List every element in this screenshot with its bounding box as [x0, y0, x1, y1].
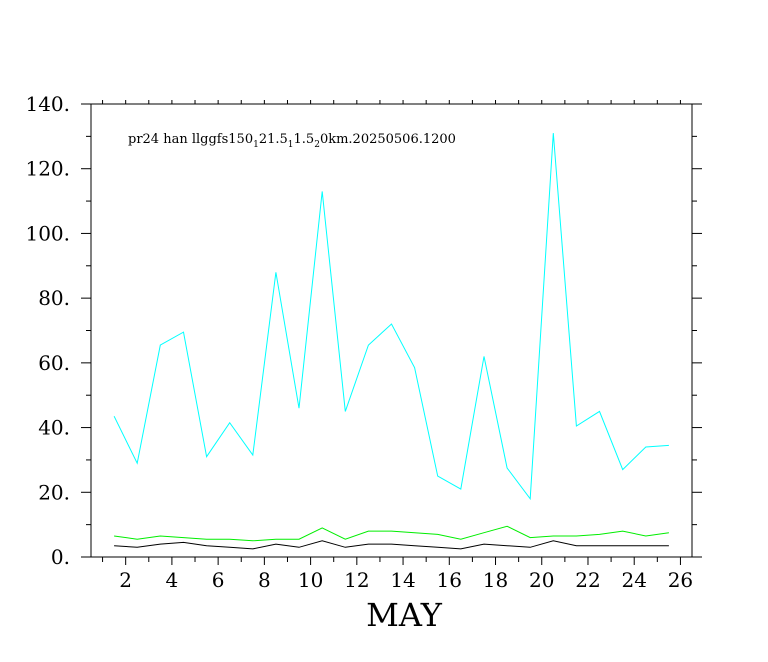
series-line-1 — [113, 133, 669, 501]
y-tick-label: 60. — [38, 351, 70, 375]
x-tick-label: 14 — [390, 568, 415, 592]
title-part: 1 — [253, 140, 259, 150]
x-tick-label: 16 — [437, 568, 462, 592]
y-tick-label: 0. — [51, 545, 70, 569]
x-tick-labels: 2 4 6 8 10 12 14 16 18 20 22 24 26 — [119, 568, 693, 592]
y-tick-label: 80. — [38, 286, 70, 310]
x-tick-label: 26 — [668, 568, 693, 592]
title-part: 0km.20250506.1200 — [320, 132, 456, 147]
y-tick-label: 120. — [25, 157, 70, 181]
x-tick-label: 24 — [621, 568, 646, 592]
series-line-3 — [114, 540, 669, 550]
series-lines — [113, 133, 669, 550]
x-tick-label: 18 — [483, 568, 508, 592]
y-tick-label: 100. — [25, 221, 70, 245]
y-tick-labels: 0. 20. 40. 60. 80. 100. 120. 140. — [25, 92, 70, 569]
title-part: 21.5 — [259, 132, 288, 147]
x-tick-label: 12 — [344, 568, 369, 592]
x-axis-label: MAY — [366, 596, 443, 634]
x-tick-label: 2 — [119, 568, 132, 592]
title-part: pr24 han llggfs150 — [128, 132, 253, 147]
x-tick-label: 22 — [575, 568, 600, 592]
chart-title: pr24 han llggfs150121.511.520km.20250506… — [128, 132, 456, 150]
title-part: 1.5 — [294, 132, 315, 147]
y-tick-label: 40. — [38, 416, 70, 440]
x-tick-label: 4 — [166, 568, 179, 592]
y-tick-label: 20. — [38, 480, 70, 504]
title-part: 2 — [314, 140, 320, 150]
title-part: 1 — [288, 140, 294, 150]
series-line-2 — [114, 525, 669, 542]
plot-frame — [90, 103, 693, 558]
x-tick-label: 10 — [298, 568, 323, 592]
x-tick-label: 8 — [258, 568, 271, 592]
x-tick-label: 20 — [529, 568, 554, 592]
x-tick-label: 6 — [212, 568, 225, 592]
y-tick-label: 140. — [25, 92, 70, 116]
axis-ticks — [81, 100, 702, 565]
